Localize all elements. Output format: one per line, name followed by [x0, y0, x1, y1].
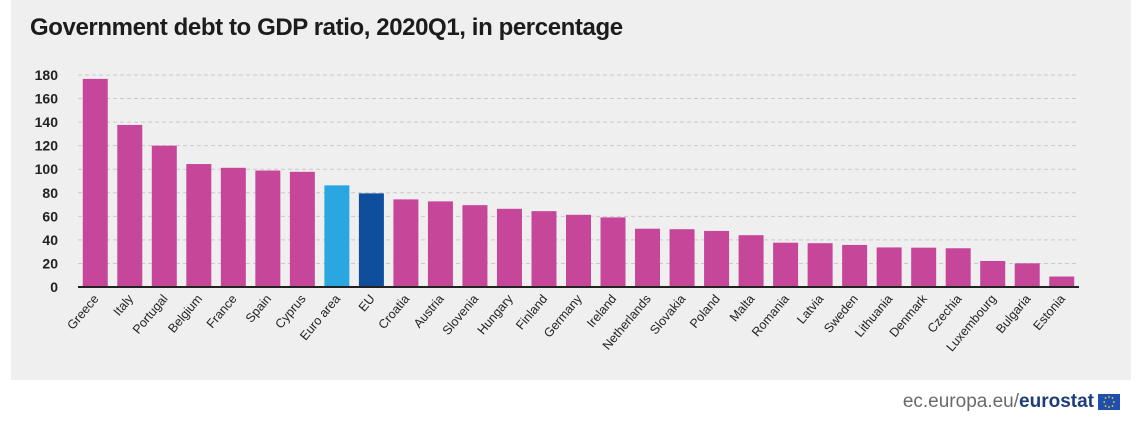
bar-czechia [945, 248, 971, 287]
x-tick-label: Malta [727, 292, 757, 324]
bar-malta [738, 235, 764, 287]
x-tick-label: Estonia [1031, 292, 1069, 333]
bar-lithuania [876, 247, 902, 287]
bar-romania [773, 242, 799, 287]
y-tick-label: 140 [35, 114, 59, 130]
bar-netherlands [635, 228, 661, 287]
x-tick-label: Denmark [887, 291, 931, 339]
x-tick-label: Latvia [794, 292, 826, 327]
bar-ireland [600, 217, 626, 287]
x-tick-label: Slovenia [440, 292, 482, 338]
x-tick-label: Bulgaria [993, 292, 1033, 336]
source-brand: eurostat [1019, 391, 1094, 412]
y-tick-label: 180 [35, 67, 59, 83]
x-tick-label: Germany [541, 291, 585, 340]
bars [82, 78, 1075, 288]
bar-bulgaria [1014, 263, 1040, 287]
bar-eu [358, 193, 384, 287]
bar-hungary [496, 208, 522, 287]
x-tick-label: EU [356, 292, 378, 314]
x-tick-label: Ireland [584, 292, 619, 330]
eu-flag-icon [1098, 394, 1120, 410]
x-tick-label: Portugal [130, 292, 171, 337]
y-tick-label: 100 [35, 161, 59, 177]
bar-chart: 0 20 40 60 80 100 120 140 160 180 Greece ItalyPort… [35, 67, 1079, 354]
bar-cyprus [289, 171, 315, 287]
bar-luxembourg [980, 260, 1006, 287]
chart-title: Government debt to GDP ratio, 2020Q1, in… [30, 14, 623, 41]
source-credit: ec.europa.eu/ eurostat [903, 390, 1120, 414]
y-tick-label: 40 [42, 232, 58, 248]
bar-sweden [842, 244, 868, 287]
bar-italy [117, 124, 143, 287]
y-tick-label: 0 [50, 279, 58, 295]
x-tick-label: Austria [411, 292, 447, 331]
bar-estonia [1049, 276, 1075, 287]
bar-latvia [807, 243, 833, 287]
bar-denmark [911, 247, 937, 287]
bar-finland [531, 211, 557, 287]
bar-poland [704, 230, 730, 287]
x-tick-label: Hungary [475, 291, 517, 337]
y-axis: 0 20 40 60 80 100 120 140 160 180 [35, 67, 59, 295]
bar-spain [255, 170, 281, 287]
y-tick-label: 120 [35, 138, 59, 154]
bar-euro-area [324, 185, 350, 287]
x-tick-label: Greece [64, 292, 101, 332]
y-tick-label: 160 [35, 91, 59, 107]
x-tick-label: Slovakia [647, 292, 688, 337]
x-tick-label: Spain [243, 292, 274, 326]
x-tick-label: Croatia [376, 292, 413, 332]
y-tick-label: 60 [42, 208, 58, 224]
y-tick-label: 20 [42, 255, 58, 271]
x-tick-label: Belgium [165, 292, 205, 336]
bar-greece [82, 78, 108, 288]
bar-germany [566, 214, 591, 287]
bar-slovakia [669, 229, 695, 287]
bar-austria [427, 201, 453, 287]
bar-croatia [393, 199, 419, 287]
bar-portugal [151, 145, 177, 287]
source-domain: ec.europa.eu/ [902, 391, 1020, 412]
x-tick-label: Poland [687, 292, 723, 331]
x-tick-label: Romania [749, 292, 792, 339]
y-tick-label: 80 [42, 185, 58, 201]
x-tick-label: Italy [111, 291, 137, 318]
x-tick-label: France [204, 292, 240, 331]
bar-france [220, 167, 246, 287]
bar-slovenia [462, 205, 488, 287]
bar-belgium [186, 164, 212, 287]
